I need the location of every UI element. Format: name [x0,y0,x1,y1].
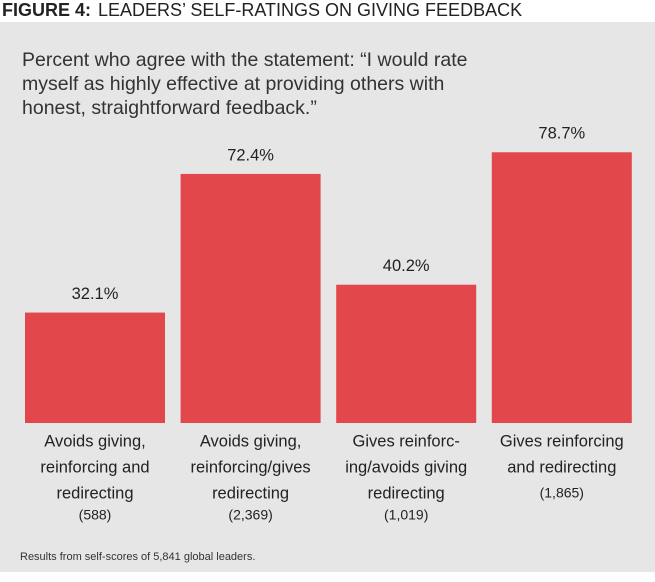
category-label: redirecting [212,484,289,502]
figure-label: FIGURE 4: [2,0,91,20]
category-label: Avoids giving, [44,432,146,450]
subtitle: myself as highly effective at providing … [22,73,444,95]
category-label: reinforcing and [40,458,149,476]
count-label: (588) [79,507,112,523]
value-label: 78.7% [538,125,585,143]
category-label: Gives reinforcing [500,432,624,450]
category-label: redirecting [56,484,133,502]
count-label: (2,369) [228,507,272,523]
category-label: reinforcing/gives [191,458,311,476]
footnote: Results from self-scores of 5,841 global… [20,551,255,563]
bar [336,284,477,423]
count-label: (1,865) [540,485,584,501]
category-label: Avoids giving, [200,432,302,450]
value-label: 40.2% [383,257,430,275]
bar [25,312,165,423]
category-label: Gives reinforc- [353,432,460,450]
bar [491,152,632,423]
value-label: 32.1% [72,285,119,303]
subtitle: honest, straightforward feedback.” [22,97,317,119]
category-label: redirecting [368,484,445,502]
subtitle: Percent who agree with the statement: “I… [22,49,467,71]
category-label: and redirecting [507,458,616,476]
chart-title: LEADERS’ SELF-RATINGS ON GIVING FEEDBACK [98,0,522,20]
bar [180,173,321,423]
value-label: 72.4% [227,146,274,164]
category-label: ing/avoids giving [345,458,467,476]
count-label: (1,019) [384,507,428,523]
